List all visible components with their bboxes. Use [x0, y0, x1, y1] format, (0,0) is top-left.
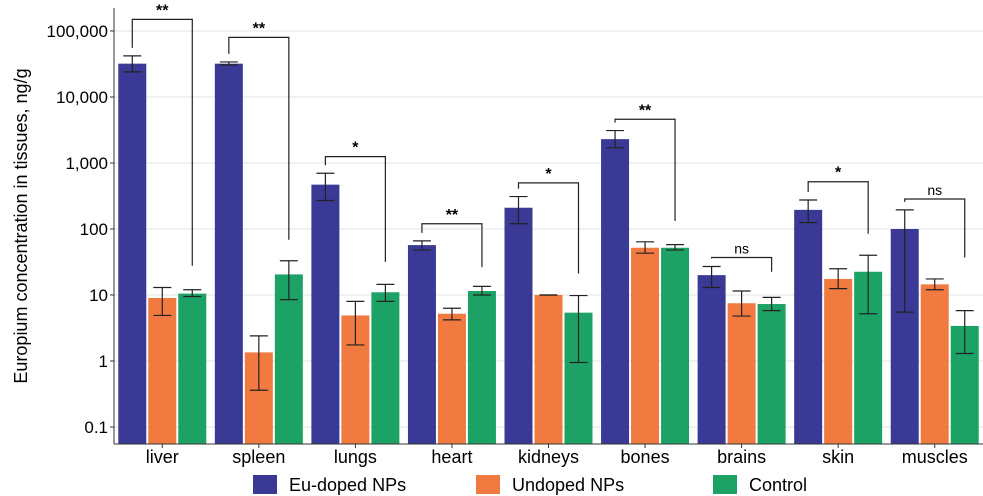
- y-tick-label: 100,000: [47, 22, 108, 41]
- legend-swatch: [253, 475, 277, 494]
- bar: [697, 275, 726, 444]
- bar: [178, 293, 207, 444]
- significance-bracket: [807, 181, 869, 234]
- bar: [214, 63, 243, 445]
- legend: Eu-doped NPs Undoped NPs Control: [253, 475, 807, 495]
- y-axis-label: Europium concentration in tissues, ng/g: [11, 68, 31, 383]
- significance-label: **: [253, 20, 266, 37]
- y-tick-label: 1,000: [65, 154, 108, 173]
- x-tick-label: kidneys: [518, 447, 579, 467]
- y-axis-ticks: 0.1 1 10 100 1,000 10,000 100,000: [47, 22, 114, 437]
- bar: [311, 184, 340, 444]
- significance-label: *: [545, 166, 552, 183]
- significance-bracket: [517, 182, 580, 274]
- bar: [631, 247, 660, 444]
- x-tick-label: heart: [431, 447, 472, 467]
- x-tick-label: muscles: [902, 447, 968, 467]
- x-tick-label: lungs: [334, 447, 377, 467]
- significance-bracket: [711, 256, 773, 272]
- bar: [148, 298, 177, 444]
- bar: [661, 247, 690, 444]
- y-tick-label: 1: [99, 352, 108, 371]
- legend-label: Undoped NPs: [512, 475, 624, 495]
- legend-swatch: [713, 475, 737, 494]
- bar: [504, 207, 533, 444]
- bars: [118, 63, 979, 445]
- bar: [727, 303, 756, 444]
- bar: [407, 245, 436, 444]
- significance-bracket: [131, 18, 193, 266]
- significance-bracket: [904, 198, 966, 258]
- significance-label: **: [639, 102, 652, 119]
- bar: [437, 313, 466, 444]
- bar: [757, 304, 786, 444]
- x-axis-labels: liver spleen lungs heart kidneys bones brains s…: [146, 444, 968, 467]
- significance-label: *: [835, 165, 842, 182]
- significance-bracket: [228, 36, 290, 240]
- significance-label: ns: [734, 240, 749, 256]
- x-tick-label: brains: [717, 447, 766, 467]
- legend-label: Control: [749, 475, 807, 495]
- bar: [824, 278, 853, 444]
- significance-brackets: **********ns*ns: [131, 2, 966, 274]
- y-tick-label: 10,000: [56, 88, 108, 107]
- x-tick-label: skin: [822, 447, 854, 467]
- bar: [534, 295, 563, 444]
- legend-label: Eu-doped NPs: [289, 475, 406, 495]
- bar: [274, 274, 303, 444]
- significance-label: ns: [927, 182, 942, 198]
- bar: [371, 292, 400, 444]
- y-tick-label: 100: [80, 220, 108, 239]
- error-bars: [123, 55, 974, 391]
- x-tick-label: spleen: [232, 447, 285, 467]
- significance-label: **: [156, 2, 169, 19]
- bar: [920, 284, 949, 444]
- significance-label: **: [446, 207, 459, 224]
- significance-bracket: [324, 156, 386, 262]
- bar: [467, 290, 496, 444]
- bar: [794, 209, 823, 444]
- legend-swatch: [476, 475, 500, 494]
- significance-bracket: [421, 223, 483, 268]
- x-tick-label: bones: [621, 447, 670, 467]
- bar: [118, 63, 147, 445]
- y-tick-label: 0.1: [84, 418, 108, 437]
- significance-label: *: [352, 140, 359, 157]
- x-tick-label: liver: [146, 447, 179, 467]
- y-tick-label: 10: [89, 286, 108, 305]
- significance-bracket: [614, 118, 676, 221]
- bar: [601, 139, 630, 444]
